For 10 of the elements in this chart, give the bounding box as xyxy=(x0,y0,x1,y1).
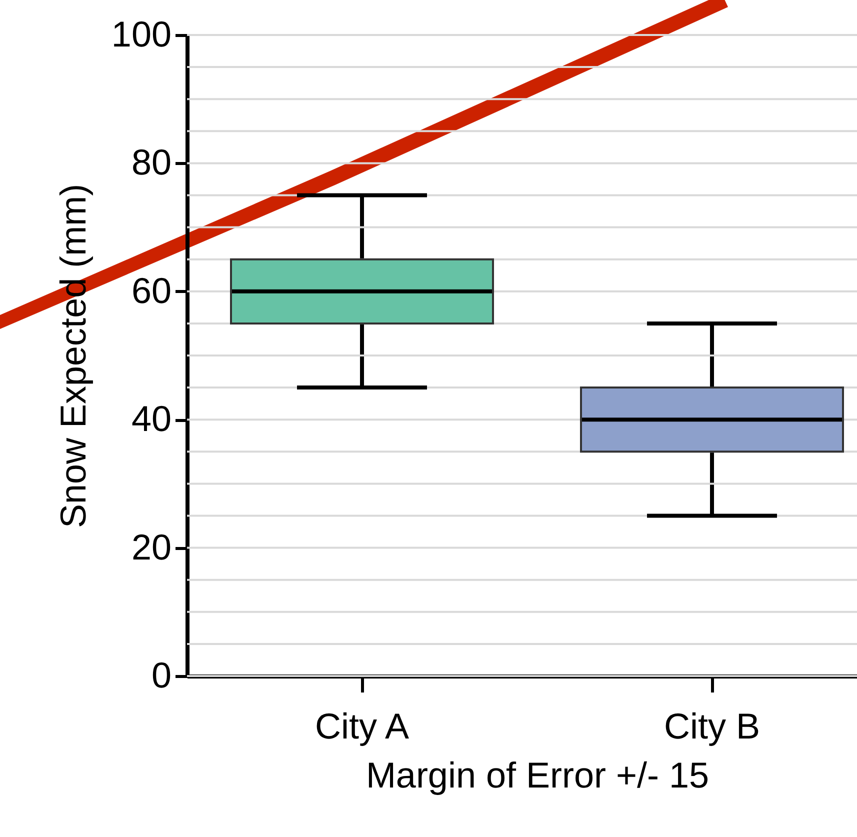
y-tick-label: 100 xyxy=(111,14,172,54)
y-tick-label: 60 xyxy=(131,270,172,311)
x-tick-label: City A xyxy=(314,706,410,746)
x-tick-label: City B xyxy=(664,706,760,746)
y-tick-label: 20 xyxy=(131,526,172,568)
y-axis-title: Snow Expected (mm) xyxy=(52,184,94,528)
y-tick-label: 0 xyxy=(151,654,172,696)
x-axis-title: Margin of Error +/- 15 xyxy=(366,754,710,796)
y-tick-label: 80 xyxy=(131,142,172,183)
y-tick-label: 40 xyxy=(131,398,172,440)
